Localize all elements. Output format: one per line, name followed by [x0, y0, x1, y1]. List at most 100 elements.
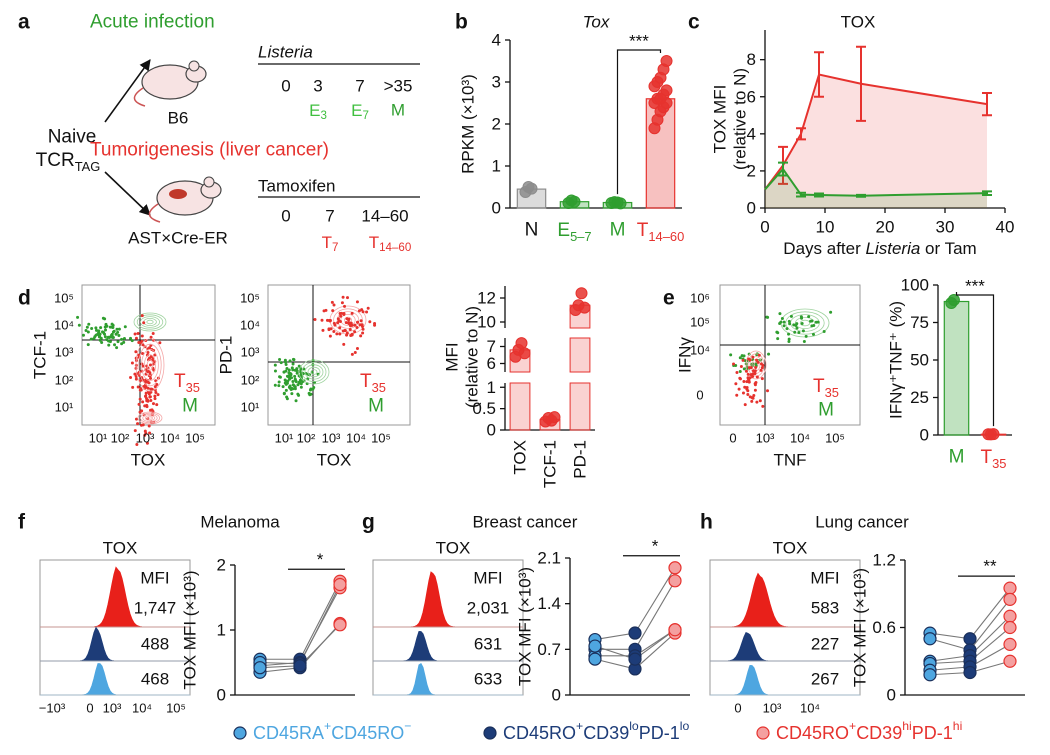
axis-label: Days after Listeria or Tam	[783, 239, 976, 258]
y-tick-label: 10¹	[55, 400, 74, 415]
cell-dot	[134, 417, 138, 421]
y-tick-label: 0.6	[872, 618, 896, 637]
text-part: T	[981, 447, 993, 468]
y-tick-label: 2	[747, 161, 756, 180]
cell-dot	[755, 358, 759, 362]
cell-dot	[741, 358, 745, 362]
panel-letter: e	[663, 287, 675, 310]
cell-dot	[297, 393, 301, 397]
cell-dot	[746, 389, 750, 393]
data-point	[987, 428, 1000, 441]
cell-dot	[101, 330, 105, 334]
cell-dot	[342, 312, 346, 316]
cell-dot	[751, 355, 755, 359]
cell-dot	[140, 314, 144, 318]
cell-dot	[738, 377, 742, 381]
cell-dot	[745, 380, 749, 384]
text-label: AST×Cre-ER	[128, 229, 228, 248]
cell-dot	[135, 443, 139, 447]
cell-dot	[122, 336, 126, 340]
cell-dot	[285, 395, 289, 399]
y-tick-label: 6	[487, 354, 496, 373]
bar	[509, 382, 531, 431]
cell-dot	[341, 295, 345, 299]
y-tick-label: 1	[487, 378, 496, 397]
cell-dot	[277, 384, 281, 388]
cell-dot	[802, 340, 806, 344]
x-tick-label: 30	[936, 218, 955, 237]
y-tick-label: 0	[887, 686, 896, 705]
y-tick-label: 1.4	[537, 594, 561, 613]
cell-dot	[286, 379, 290, 383]
mfi-label: MFI	[140, 569, 169, 588]
area-fill	[765, 74, 987, 208]
panel-letter: d	[18, 287, 31, 310]
cell-dot	[154, 390, 158, 394]
cell-dot	[787, 337, 791, 341]
chart-title: TOX	[841, 13, 876, 32]
cell-dot	[754, 366, 758, 370]
cell-dot	[141, 352, 145, 356]
error-bar	[796, 191, 806, 198]
chart-title: Breast cancer	[473, 513, 578, 532]
cell-dot	[122, 340, 126, 344]
cell-dot	[814, 320, 818, 324]
cell-dot	[100, 340, 104, 344]
cell-dot	[89, 337, 93, 341]
pair-line	[969, 599, 1011, 651]
cell-dot	[110, 334, 114, 338]
cell-dot	[760, 377, 764, 381]
cell-dot	[146, 386, 150, 390]
contour	[745, 350, 767, 380]
y-tick-label: 7	[487, 337, 496, 356]
cell-dot	[740, 354, 744, 358]
cell-dot	[134, 350, 138, 354]
cell-dot	[787, 332, 791, 336]
cell-dot	[758, 399, 762, 403]
legend-label: T35	[813, 376, 839, 400]
y-tick-label: 10⁴	[690, 343, 710, 358]
cell-dot	[115, 327, 119, 331]
text-label: E7	[351, 101, 369, 123]
y-tick-label: 75	[910, 313, 929, 332]
cell-dot	[753, 388, 757, 392]
data-point	[1003, 592, 1017, 606]
text-label: 0	[281, 77, 290, 96]
cell-dot	[123, 325, 127, 329]
cell-dot	[799, 315, 803, 319]
cell-dot	[339, 314, 343, 318]
cell-dot	[788, 322, 792, 326]
plot-frame	[267, 284, 411, 426]
contour	[336, 311, 360, 329]
text-label: Acute infection	[90, 12, 215, 33]
y-tick-label: 10⁴	[240, 318, 260, 333]
cell-dot	[147, 356, 151, 360]
cell-dot	[106, 335, 110, 339]
text-part: CD45RO	[331, 723, 404, 743]
cell-dot	[133, 372, 137, 376]
data-point	[668, 623, 682, 637]
cell-dot	[738, 356, 742, 360]
cell-dot	[136, 331, 140, 335]
cell-dot	[94, 326, 98, 330]
cell-dot	[107, 343, 111, 347]
cell-dot	[780, 317, 784, 321]
significance-label: *	[317, 550, 324, 569]
cell-dot	[283, 358, 287, 362]
text-part: 35	[825, 385, 839, 400]
text-part: CD39	[856, 723, 902, 743]
pair-line	[969, 587, 1011, 640]
text-part: or Tam	[920, 239, 976, 258]
cell-dot	[134, 377, 138, 381]
text-part: CD45RA	[253, 723, 324, 743]
axis-label: TOX MFI (×10³)	[851, 568, 870, 687]
cell-dot	[288, 386, 292, 390]
cell-dot	[744, 369, 748, 373]
cell-dot	[804, 334, 808, 338]
cell-dot	[742, 367, 746, 371]
cell-dot	[330, 300, 334, 304]
x-tick-label: 10	[816, 218, 835, 237]
cell-dot	[759, 368, 763, 372]
cell-dot	[776, 331, 780, 335]
